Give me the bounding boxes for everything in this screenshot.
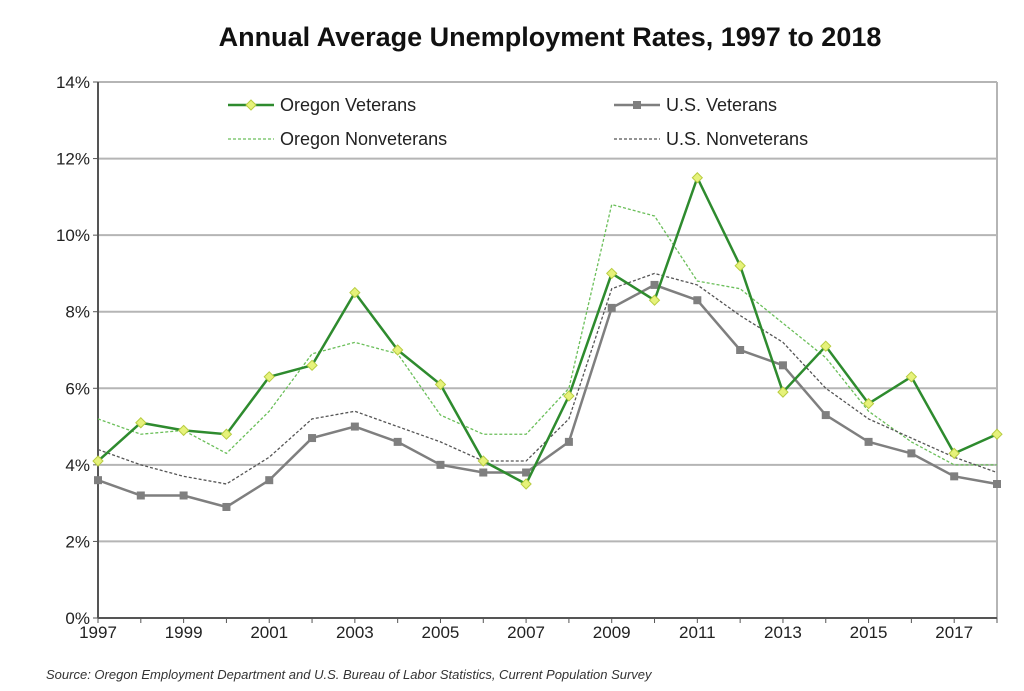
data-point bbox=[736, 346, 745, 354]
chart-title: Annual Average Unemployment Rates, 1997 … bbox=[218, 22, 882, 52]
data-point bbox=[520, 478, 532, 490]
data-point bbox=[393, 437, 402, 446]
data-point bbox=[907, 449, 916, 458]
data-point bbox=[991, 428, 1003, 440]
data-point bbox=[436, 460, 445, 469]
x-tick-label: 2015 bbox=[850, 623, 888, 642]
legend-marker bbox=[633, 101, 641, 109]
data-point bbox=[864, 437, 873, 446]
data-point bbox=[135, 417, 147, 429]
data-point bbox=[905, 371, 918, 383]
data-point bbox=[434, 378, 447, 391]
legend-label: U.S. Veterans bbox=[666, 95, 777, 115]
data-point bbox=[693, 296, 702, 305]
legend-label: Oregon Nonveterans bbox=[280, 129, 447, 149]
y-tick-label: 14% bbox=[56, 73, 90, 92]
data-point bbox=[734, 260, 746, 272]
y-tick-label: 2% bbox=[65, 532, 90, 551]
data-point bbox=[349, 286, 361, 299]
data-point bbox=[222, 502, 231, 511]
data-point bbox=[606, 267, 618, 280]
data-point bbox=[479, 468, 488, 477]
data-point bbox=[308, 434, 317, 443]
data-point bbox=[821, 411, 830, 420]
data-point bbox=[777, 386, 789, 398]
data-point bbox=[563, 390, 575, 402]
data-point bbox=[778, 361, 787, 370]
data-point bbox=[306, 359, 318, 372]
data-point bbox=[691, 172, 704, 184]
data-point bbox=[650, 280, 659, 289]
x-tick-label: 2017 bbox=[935, 623, 973, 642]
legend-label: U.S. Nonveterans bbox=[666, 129, 808, 149]
data-point bbox=[391, 344, 404, 356]
data-point bbox=[477, 455, 489, 467]
data-point bbox=[993, 480, 1001, 488]
x-tick-label: 2003 bbox=[336, 623, 374, 642]
data-point bbox=[862, 397, 875, 410]
data-point bbox=[648, 294, 661, 306]
source-note: Source: Oregon Employment Department and… bbox=[46, 667, 652, 682]
y-tick-label: 8% bbox=[65, 303, 90, 322]
legend-label: Oregon Veterans bbox=[280, 95, 416, 115]
data-point bbox=[564, 437, 573, 446]
y-tick-label: 12% bbox=[56, 150, 90, 169]
x-tick-label: 2007 bbox=[507, 623, 545, 642]
data-point bbox=[607, 303, 616, 312]
series-line bbox=[97, 283, 998, 509]
data-point bbox=[136, 491, 145, 500]
data-point bbox=[522, 468, 531, 477]
series-line bbox=[97, 174, 998, 486]
data-point bbox=[179, 491, 188, 500]
x-tick-label: 2009 bbox=[593, 623, 631, 642]
x-tick-label: 1997 bbox=[79, 623, 117, 642]
data-point bbox=[820, 340, 832, 352]
x-tick-label: 2001 bbox=[250, 623, 288, 642]
y-tick-label: 10% bbox=[56, 226, 90, 245]
data-point bbox=[263, 371, 275, 383]
series-line bbox=[97, 272, 998, 485]
y-tick-label: 6% bbox=[65, 379, 90, 398]
x-tick-label: 1999 bbox=[165, 623, 203, 642]
y-tick-label: 4% bbox=[65, 456, 90, 475]
data-point bbox=[94, 476, 102, 485]
data-point bbox=[948, 447, 960, 460]
series-line bbox=[97, 203, 997, 466]
data-point bbox=[950, 472, 959, 481]
y-tick-label: 0% bbox=[65, 609, 90, 628]
data-point bbox=[350, 422, 359, 431]
data-point bbox=[92, 455, 104, 467]
x-tick-label: 2011 bbox=[679, 623, 716, 642]
legend-marker bbox=[245, 99, 257, 111]
x-tick-label: 2005 bbox=[422, 623, 460, 642]
data-point bbox=[177, 424, 190, 437]
data-point bbox=[265, 476, 274, 485]
data-point bbox=[220, 428, 233, 440]
x-tick-label: 2013 bbox=[764, 623, 802, 642]
